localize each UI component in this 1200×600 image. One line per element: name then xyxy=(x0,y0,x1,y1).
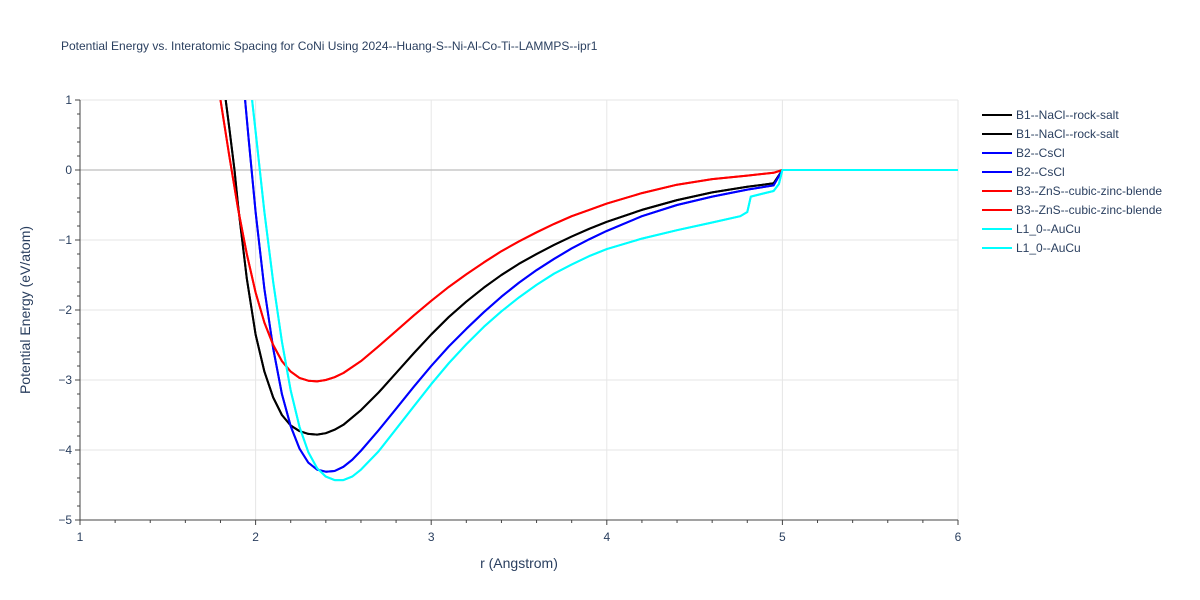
legend-item[interactable]: B3--ZnS--cubic-zinc-blende xyxy=(982,203,1162,217)
x-tick-label: 4 xyxy=(603,530,610,544)
series-line-6 xyxy=(219,100,958,383)
y-tick-label: −1 xyxy=(58,233,72,247)
axes: 1 2 3 4 5 6 1 0 −1 −2 −3 −4 −5 xyxy=(58,93,961,544)
legend-item[interactable]: B1--NaCl--rock-salt xyxy=(982,127,1119,141)
legend-label: B2--CsCl xyxy=(1016,165,1065,179)
series-line-8 xyxy=(251,100,958,482)
legend-item[interactable]: B2--CsCl xyxy=(982,146,1065,160)
series-line-4 xyxy=(244,100,958,473)
legend-item[interactable]: B1--NaCl--rock-salt xyxy=(982,108,1119,122)
legend-label: L1_0--AuCu xyxy=(1016,222,1081,236)
y-tick-label: −3 xyxy=(58,373,72,387)
y-tick-label: −2 xyxy=(58,303,72,317)
y-axis-title: Potential Energy (eV/atom) xyxy=(17,226,33,394)
legend-item[interactable]: L1_0--AuCu xyxy=(982,222,1081,236)
legend-label: B1--NaCl--rock-salt xyxy=(1016,127,1119,141)
series-layer xyxy=(219,100,958,482)
legend-item[interactable]: B2--CsCl xyxy=(982,165,1065,179)
x-tick-label: 6 xyxy=(955,530,962,544)
legend-label: B2--CsCl xyxy=(1016,146,1065,160)
y-tick-label: −5 xyxy=(58,513,72,527)
legend-label: L1_0--AuCu xyxy=(1016,241,1081,255)
x-axis-title: r (Angstrom) xyxy=(480,555,558,571)
x-tick-label: 1 xyxy=(77,530,84,544)
legend-item[interactable]: B3--ZnS--cubic-zinc-blende xyxy=(982,184,1162,198)
legend-label: B3--ZnS--cubic-zinc-blende xyxy=(1016,184,1162,198)
y-tick-label: −4 xyxy=(58,443,72,457)
x-tick-label: 2 xyxy=(252,530,259,544)
series-line-2 xyxy=(224,100,958,436)
legend-label: B1--NaCl--rock-salt xyxy=(1016,108,1119,122)
legend[interactable]: B1--NaCl--rock-salt B1--NaCl--rock-salt B2… xyxy=(982,108,1162,255)
y-tick-label: 0 xyxy=(65,163,72,177)
legend-label: B3--ZnS--cubic-zinc-blende xyxy=(1016,203,1162,217)
x-tick-label: 3 xyxy=(428,530,435,544)
chart-title: Potential Energy vs. Interatomic Spacing… xyxy=(61,39,598,53)
legend-item[interactable]: L1_0--AuCu xyxy=(982,241,1081,255)
y-tick-label: 1 xyxy=(65,93,72,107)
x-tick-label: 5 xyxy=(779,530,786,544)
